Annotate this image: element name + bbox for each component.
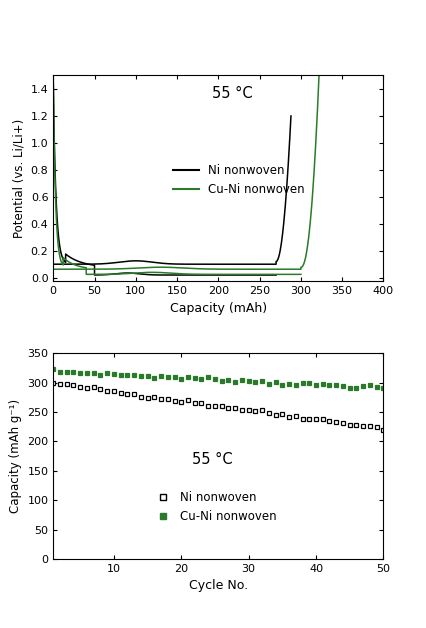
Text: 55 °C: 55 °C (192, 452, 233, 467)
X-axis label: Capacity (mAh): Capacity (mAh) (170, 301, 267, 315)
X-axis label: Cycle No.: Cycle No. (189, 580, 248, 592)
Y-axis label: Potential (vs. Li/Li+): Potential (vs. Li/Li+) (12, 119, 25, 238)
Y-axis label: Capacity (mAh g⁻¹): Capacity (mAh g⁻¹) (9, 399, 22, 513)
Legend: Ni nonwoven, Cu-Ni nonwoven: Ni nonwoven, Cu-Ni nonwoven (152, 487, 281, 528)
Legend: Ni nonwoven, Cu-Ni nonwoven: Ni nonwoven, Cu-Ni nonwoven (168, 160, 310, 201)
Text: 55 °C: 55 °C (212, 85, 252, 100)
